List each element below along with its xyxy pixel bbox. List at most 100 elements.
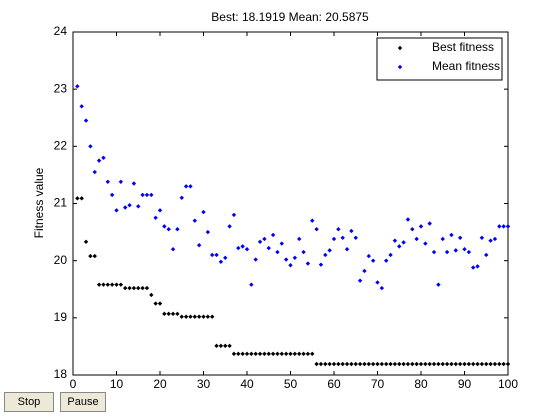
x-tick-label: 50 xyxy=(284,377,298,390)
legend-label: Mean fitness xyxy=(432,59,500,73)
point xyxy=(353,235,358,240)
point xyxy=(370,258,376,263)
point xyxy=(101,155,106,160)
point xyxy=(205,314,211,319)
point xyxy=(423,241,428,246)
point xyxy=(449,361,454,367)
point xyxy=(392,238,398,243)
point xyxy=(357,361,363,367)
point xyxy=(153,301,158,306)
point xyxy=(288,263,293,268)
legend-box xyxy=(376,37,503,81)
legend-label: Best fitness xyxy=(432,40,494,54)
point xyxy=(418,361,424,367)
point xyxy=(453,248,458,253)
point xyxy=(479,361,485,367)
y-axis-label: Fitness value xyxy=(32,167,46,238)
point xyxy=(388,252,393,258)
point xyxy=(214,343,219,349)
point xyxy=(105,179,110,184)
point xyxy=(140,285,145,291)
point xyxy=(475,361,480,367)
point xyxy=(183,184,189,189)
point xyxy=(205,229,211,235)
point xyxy=(379,285,385,291)
point xyxy=(336,361,341,367)
stop-button[interactable]: Stop xyxy=(4,392,54,412)
point xyxy=(410,361,415,367)
point xyxy=(283,351,289,357)
point xyxy=(340,235,345,240)
point xyxy=(344,361,350,367)
x-tick-label: 100 xyxy=(498,377,518,390)
point xyxy=(340,361,345,367)
point xyxy=(349,361,354,367)
point xyxy=(449,232,454,238)
point xyxy=(375,280,380,285)
point xyxy=(375,361,380,367)
point xyxy=(123,205,128,210)
point xyxy=(379,361,385,367)
point xyxy=(192,218,197,223)
x-tick-label: 80 xyxy=(414,377,428,390)
point xyxy=(283,257,289,262)
point xyxy=(279,241,284,246)
chart-title: Best: 18.1919 Mean: 20.5875 xyxy=(211,10,369,24)
point xyxy=(257,351,263,357)
point xyxy=(305,351,311,357)
point xyxy=(384,258,389,263)
point xyxy=(131,285,137,291)
point xyxy=(210,252,215,258)
point xyxy=(196,243,202,248)
point xyxy=(497,224,502,229)
point xyxy=(75,84,80,89)
point xyxy=(349,228,354,234)
point xyxy=(149,292,154,298)
point xyxy=(270,232,276,238)
x-tick-label: 60 xyxy=(327,377,341,390)
point xyxy=(275,351,280,357)
point xyxy=(179,195,184,200)
point xyxy=(314,227,319,232)
point xyxy=(79,196,84,201)
pause-button[interactable]: Pause xyxy=(60,392,106,412)
point xyxy=(401,361,406,367)
x-tick-label: 10 xyxy=(110,377,124,390)
point xyxy=(92,169,97,175)
point xyxy=(88,253,93,259)
point xyxy=(310,218,315,223)
point xyxy=(475,264,480,269)
point xyxy=(166,227,171,232)
point xyxy=(305,261,311,266)
point xyxy=(136,285,141,291)
point xyxy=(262,351,267,357)
point xyxy=(444,249,450,255)
point xyxy=(223,343,228,349)
point xyxy=(231,351,237,357)
point xyxy=(357,278,363,283)
point xyxy=(453,361,458,367)
point xyxy=(118,179,124,184)
point xyxy=(501,361,506,367)
point xyxy=(314,361,319,367)
point xyxy=(484,361,489,367)
point xyxy=(140,192,145,198)
point xyxy=(492,361,498,367)
point xyxy=(301,249,306,255)
point xyxy=(236,351,241,357)
point xyxy=(479,235,485,240)
point xyxy=(223,255,228,261)
y-tick-label: 23 xyxy=(54,81,68,95)
point xyxy=(192,314,197,319)
point xyxy=(240,244,245,249)
point xyxy=(318,262,324,267)
point xyxy=(279,351,284,357)
point xyxy=(384,361,389,367)
y-tick-label: 19 xyxy=(54,310,68,324)
point xyxy=(331,236,337,242)
point xyxy=(109,282,115,287)
point xyxy=(497,361,502,367)
point xyxy=(397,244,402,249)
point xyxy=(431,249,437,255)
